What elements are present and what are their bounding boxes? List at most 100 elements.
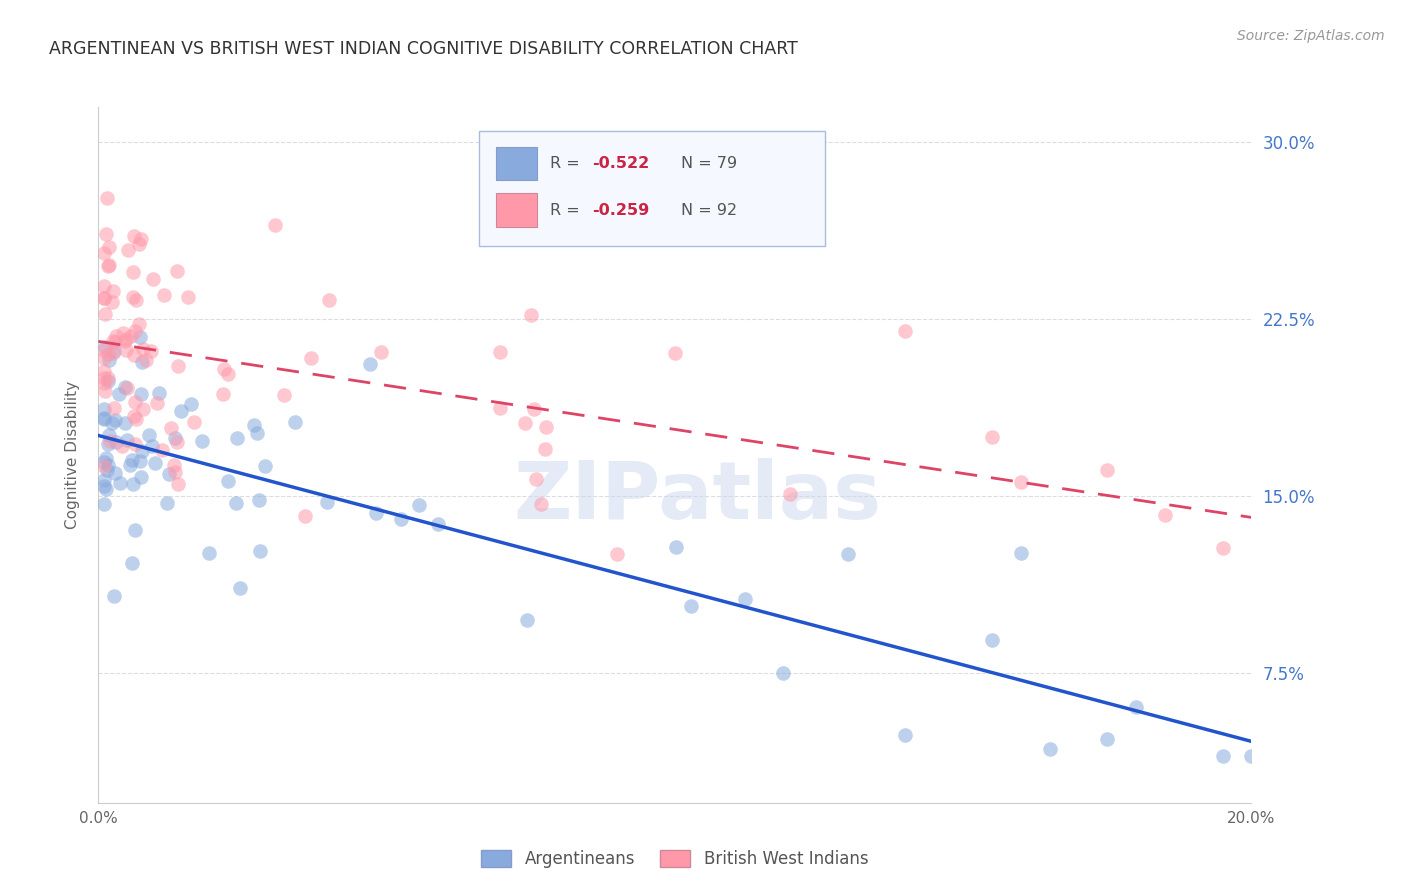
Point	[894, 324, 917, 338]
Point	[93, 245, 115, 260]
Bar	[496, 146, 537, 180]
Point	[101, 294, 124, 309]
Point	[294, 509, 316, 524]
Point	[104, 466, 127, 480]
Point	[97, 259, 120, 273]
Point	[183, 415, 205, 429]
Point	[894, 727, 917, 741]
Point	[138, 428, 160, 442]
Point	[124, 229, 146, 244]
Point	[214, 361, 236, 376]
Text: -0.259: -0.259	[592, 202, 650, 218]
Point	[489, 401, 512, 416]
Point	[104, 334, 127, 349]
Point	[534, 442, 557, 457]
Point	[93, 412, 115, 426]
Point	[212, 386, 235, 401]
Point	[530, 497, 553, 511]
Point	[124, 437, 146, 451]
Point	[93, 473, 115, 487]
Point	[156, 496, 179, 510]
Point	[124, 324, 146, 338]
Point	[142, 272, 165, 286]
Point	[364, 506, 387, 520]
Point	[125, 412, 148, 426]
Point	[101, 417, 124, 431]
Point	[125, 293, 148, 308]
Point	[114, 416, 136, 430]
Point	[96, 191, 118, 205]
Point	[1125, 700, 1147, 714]
Text: R =: R =	[550, 156, 585, 171]
Point	[128, 237, 150, 252]
Point	[217, 368, 239, 382]
Point	[519, 308, 541, 322]
Point	[93, 455, 115, 469]
Point	[217, 474, 239, 488]
Point	[117, 381, 139, 395]
Point	[122, 348, 145, 362]
Point	[226, 431, 249, 445]
Point	[115, 433, 138, 447]
Point	[122, 409, 145, 424]
Point	[141, 439, 163, 453]
Point	[664, 345, 686, 359]
Point	[264, 218, 287, 232]
Point	[389, 512, 412, 526]
Point	[111, 439, 134, 453]
Point	[246, 425, 269, 440]
Point	[253, 459, 276, 474]
Point	[1240, 748, 1263, 763]
Bar	[496, 194, 537, 227]
Point	[198, 546, 221, 560]
Point	[534, 420, 557, 434]
Point	[128, 317, 150, 331]
Point	[93, 351, 115, 365]
Point	[772, 665, 794, 680]
Point	[120, 328, 142, 343]
Point	[166, 477, 188, 491]
Point	[93, 291, 115, 305]
Point	[98, 239, 121, 253]
Point	[131, 444, 153, 458]
Point	[166, 264, 188, 278]
Point	[163, 458, 186, 472]
Text: R =: R =	[550, 202, 585, 218]
Point	[243, 417, 266, 432]
Point	[135, 353, 157, 368]
Point	[150, 442, 173, 457]
Point	[93, 364, 115, 378]
Point	[665, 540, 688, 554]
Point	[163, 431, 186, 445]
Point	[101, 285, 124, 299]
Point	[837, 547, 859, 561]
Point	[93, 401, 115, 416]
Point	[97, 258, 120, 272]
Point	[249, 493, 271, 508]
Point	[114, 334, 136, 349]
Point	[1038, 741, 1062, 756]
Text: -0.522: -0.522	[592, 156, 650, 171]
Point	[96, 463, 118, 477]
Point	[103, 589, 125, 603]
Point	[97, 437, 120, 451]
Point	[143, 456, 166, 470]
Point	[94, 227, 117, 241]
Point	[146, 396, 169, 410]
Point	[122, 265, 145, 279]
Point	[114, 380, 136, 394]
Y-axis label: Cognitive Disability: Cognitive Disability	[65, 381, 80, 529]
Point	[408, 498, 430, 512]
Point	[180, 397, 202, 411]
Point	[96, 482, 118, 496]
Text: N = 92: N = 92	[681, 202, 737, 218]
Point	[93, 497, 115, 511]
Point	[108, 475, 131, 490]
Point	[981, 633, 1004, 648]
Point	[103, 334, 125, 349]
Point	[170, 404, 193, 418]
Point	[515, 416, 537, 430]
Point	[93, 278, 115, 293]
Point	[103, 401, 125, 415]
Point	[98, 353, 121, 368]
